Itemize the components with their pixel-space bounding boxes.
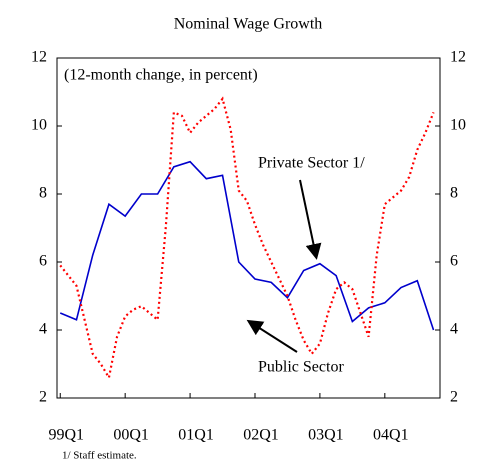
y2-tick-label: 4 bbox=[450, 321, 458, 338]
series-line bbox=[59, 96, 435, 381]
x-tick-label: 00Q1 bbox=[113, 427, 149, 444]
y-tick-label: 6 bbox=[39, 253, 47, 270]
annotation: Public Sector bbox=[258, 359, 344, 376]
plot-frame bbox=[56, 57, 441, 399]
y2-tick-label: 2 bbox=[450, 389, 458, 406]
annotation: (12-month change, in percent) bbox=[64, 67, 258, 84]
x-tick-label: 01Q1 bbox=[178, 427, 214, 444]
y2-tick-label: 8 bbox=[450, 185, 458, 202]
y-tick-label: 10 bbox=[31, 117, 47, 134]
x-tick-label: 99Q1 bbox=[48, 427, 84, 444]
arrow bbox=[246, 319, 298, 353]
chart-title: Nominal Wage Growth bbox=[174, 16, 323, 33]
y-tick-label: 8 bbox=[39, 185, 47, 202]
annotation: Private Sector 1/ bbox=[258, 155, 365, 172]
y2-tick-label: 6 bbox=[450, 253, 458, 270]
y-tick-label: 2 bbox=[39, 389, 47, 406]
series-line bbox=[59, 160, 435, 331]
x-tick-label: 04Q1 bbox=[373, 427, 409, 444]
x-tick-label: 02Q1 bbox=[243, 427, 279, 444]
y2-tick-label: 10 bbox=[450, 117, 466, 134]
y-tick-label: 4 bbox=[39, 321, 47, 338]
y2-tick-label: 12 bbox=[450, 49, 466, 66]
y-tick-label: 12 bbox=[31, 49, 47, 66]
x-tick-label: 03Q1 bbox=[308, 427, 344, 444]
footnote: 1/ Staff estimate. bbox=[62, 450, 137, 462]
arrow bbox=[299, 179, 322, 260]
